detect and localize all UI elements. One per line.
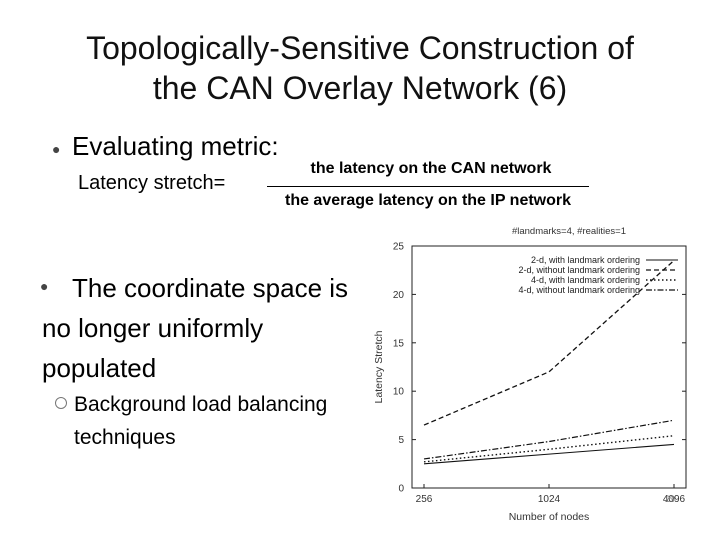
- series-line-4: [423, 419, 675, 460]
- y-tick-label: 5: [398, 435, 404, 446]
- slide-title-line-1: Topologically-Sensitive Construction of: [86, 30, 634, 66]
- series-line-1: [423, 443, 675, 465]
- formula-lhs: Latency stretch=: [78, 172, 226, 194]
- y-tick-label: 25: [393, 242, 405, 253]
- bullet-marker-icon: ●: [40, 278, 49, 294]
- y-axis-label: Latency Stretch: [373, 330, 385, 403]
- legend-label-2: 2-d, without landmark ordering: [518, 265, 640, 275]
- sub-bullet-text: Background load balancing techniques: [74, 393, 328, 449]
- sub-bullet-background-load: Background load balancing techniques: [74, 388, 334, 454]
- y-tick-label: 15: [393, 338, 405, 349]
- chart-title: #landmarks=4, #realities=1: [512, 226, 626, 237]
- x-tick-label: 1024: [538, 494, 561, 505]
- slide-title-line-2: the CAN Overlay Network (6): [152, 70, 568, 106]
- series-line-3: [423, 435, 675, 463]
- y-tick-label: 0: [398, 484, 404, 495]
- slide-title: Topologically-Sensitive Construction of …: [20, 28, 700, 108]
- bullet-evaluating-metric: Evaluating metric:: [72, 131, 279, 161]
- page-number: 29: [665, 494, 675, 504]
- bullet-coordinate-space-text: The coordinate space is no longer unifor…: [42, 273, 349, 383]
- sub-bullet-ring-icon: [55, 397, 67, 409]
- formula-numerator: the latency on the CAN network: [310, 160, 552, 177]
- bullet-marker-icon: ●: [52, 141, 61, 157]
- latency-stretch-chart: #landmarks=4, #realities=1 0 5 10 15 20 25 256 1…: [373, 226, 687, 523]
- x-tick-label: 256: [416, 494, 433, 505]
- bullet-coordinate-space: The coordinate space is no longer unifor…: [42, 268, 362, 388]
- y-tick-label: 10: [393, 387, 405, 398]
- y-tick-label: 20: [393, 290, 405, 301]
- formula-denominator: the average latency on the IP network: [284, 192, 572, 209]
- legend-label-4: 4-d, without landmark ordering: [518, 285, 640, 295]
- legend-label-1: 2-d, with landmark ordering: [531, 255, 640, 265]
- x-axis-label: Number of nodes: [509, 511, 590, 523]
- fraction-bar: [267, 186, 589, 187]
- x-tick-label: 4096: [663, 494, 686, 505]
- legend-label-3: 4-d, with landmark ordering: [531, 275, 640, 285]
